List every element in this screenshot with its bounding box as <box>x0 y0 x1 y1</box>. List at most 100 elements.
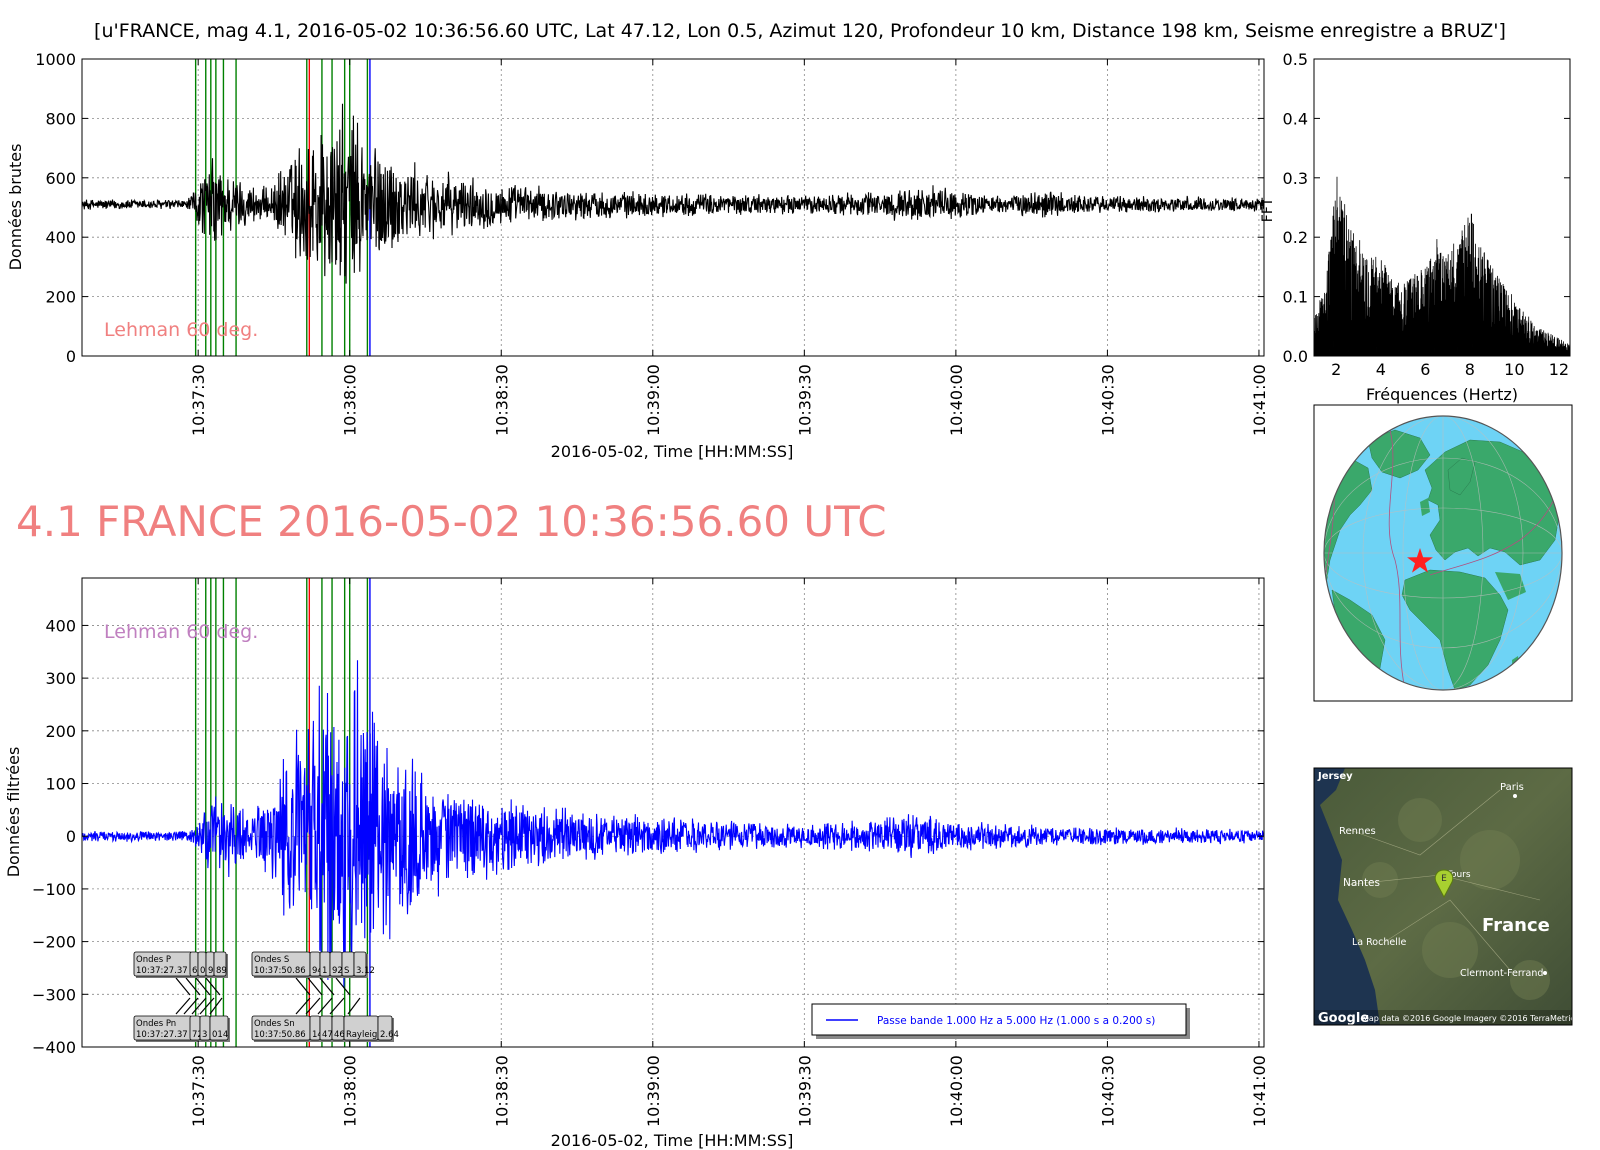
phase-box-sn-stub-text: 46 <box>334 1030 345 1040</box>
y-tick-label: 800 <box>45 109 76 128</box>
phase-box-s-stub-text: 3.12 <box>356 966 375 976</box>
phase-box-sn-stub-text: Rayleigh <box>346 1030 383 1040</box>
phase-box-pn-stub-text: 72 <box>192 1030 203 1040</box>
globe-panel <box>1313 404 1573 702</box>
x-tick-label: 10:41:00 <box>1250 1055 1269 1127</box>
phase-box-s-text: 10:37:50.86 <box>254 966 306 976</box>
spectrum-x-ticks: 2 4 6 8 10 12 <box>1331 350 1569 379</box>
filtered-y-ticks: −400 −300 −200 −100 0 100 200 300 400 <box>32 616 1264 1057</box>
phase-box-p-stub-text: 0 <box>200 966 205 976</box>
map-frame <box>1313 767 1573 1026</box>
phase-box-pn-stub-text: 014 <box>212 1030 228 1040</box>
google-logo: Google <box>1318 1011 1369 1026</box>
y-tick-label: 0.5 <box>1283 50 1308 69</box>
legend-box <box>811 1003 1187 1036</box>
x-tick-label: 10:37:30 <box>189 364 208 436</box>
y-tick-label: 600 <box>45 169 76 188</box>
phase-box-p-text: 10:37:27.37 <box>136 966 188 976</box>
y-tick-label: −200 <box>32 933 76 952</box>
y-tick-label: 0 <box>66 347 76 366</box>
land-british-isles <box>1420 498 1430 516</box>
x-tick-label: 10:39:30 <box>795 1055 814 1127</box>
phase-arrow <box>295 977 311 996</box>
map-label-nantes: Nantes <box>1343 877 1380 889</box>
x-tick-label: 10:38:00 <box>341 364 360 436</box>
spectrum-chart: 0.0 0.1 0.2 0.3 0.4 0.5 2 4 6 8 10 12 Fréquences (… <box>1260 50 1571 404</box>
y-tick-label: 1000 <box>35 50 76 69</box>
event-title: 4.1 FRANCE 2016-05-02 10:36:56.60 UTC <box>16 497 887 546</box>
header-title: [u'FRANCE, mag 4.1, 2016-05-02 10:36:56.… <box>94 20 1506 42</box>
x-tick-label: 10:38:00 <box>341 1055 360 1127</box>
phase-arrow <box>175 997 191 1015</box>
phase-arrow <box>319 977 335 996</box>
y-tick-label: −100 <box>32 880 76 899</box>
globe-graticule <box>1324 416 1562 690</box>
phase-arrow <box>185 977 201 996</box>
x-tick-label: 8 <box>1465 360 1475 379</box>
y-tick-label: 0.3 <box>1283 169 1308 188</box>
x-tick-label: 10:39:30 <box>795 364 814 436</box>
raw-lehman-annotation: Lehman 60 deg. <box>104 319 258 341</box>
y-tick-label: 200 <box>45 288 76 307</box>
x-tick-label: 4 <box>1376 360 1386 379</box>
phase-arrow <box>191 997 207 1015</box>
phase-arrows <box>175 977 361 1015</box>
filtered-legend[interactable]: Passe bande 1.000 Hz a 5.000 Hz (1.000 s… <box>811 1003 1190 1039</box>
phase-box-s-text: Ondes S <box>254 955 289 965</box>
x-tick-label: 10:39:00 <box>644 1055 663 1127</box>
x-tick-label: 12 <box>1549 360 1569 379</box>
x-tick-label: 10 <box>1504 360 1524 379</box>
map-pin-icon[interactable]: E <box>1434 869 1454 899</box>
land-greenland <box>1367 429 1431 479</box>
spectrum-trace <box>1313 176 1571 357</box>
y-tick-label: 0.4 <box>1283 109 1308 128</box>
x-tick-label: 10:40:00 <box>947 1055 966 1127</box>
phase-arrow <box>295 997 311 1015</box>
y-tick-label: −400 <box>32 1038 76 1057</box>
phase-box-s-stub-text: 1 <box>322 966 327 976</box>
land-scandinavia <box>1447 457 1476 496</box>
phase-box-s-stub-text: 94 <box>312 966 323 976</box>
phase-arrow <box>183 997 199 1015</box>
y-tick-label: 0.2 <box>1283 228 1308 247</box>
map-pin-label: E <box>1441 874 1447 884</box>
map-panel[interactable]: Jersey Paris Rennes Nantes Tours France … <box>1313 767 1579 1026</box>
phase-box-pn-stub <box>209 1015 229 1041</box>
phase-box-s-stub <box>353 951 367 977</box>
map-label-clermont-ferrand: Clermont-Ferrand <box>1460 968 1543 979</box>
phase-arrow <box>307 977 323 996</box>
phase-arrow <box>317 997 333 1015</box>
map-terrain-texture <box>1362 798 1550 1000</box>
phase-arrow <box>335 977 351 996</box>
map-attribution: Map data ©2016 Google Imagery ©2016 Terr… <box>1362 1014 1579 1023</box>
map-label-la-rochelle: La Rochelle <box>1352 937 1406 948</box>
phase-box-sn-stub-text: 47 <box>322 1030 333 1040</box>
filtered-plot-border <box>81 577 1265 1048</box>
raw-x-axis-label: 2016-05-02, Time [HH:MM:SS] <box>551 442 794 461</box>
map-label-rennes: Rennes <box>1339 826 1376 837</box>
phase-box-sn-text: 10:37:50.86 <box>254 1030 306 1040</box>
phase-box-p-stub-text: 9 <box>208 966 213 976</box>
phase-box-s-stub-text: 92 <box>332 966 343 976</box>
filtered-x-axis-label: 2016-05-02, Time [HH:MM:SS] <box>551 1131 794 1150</box>
x-tick-label: 10:38:30 <box>492 1055 511 1127</box>
y-tick-label: 0.0 <box>1283 347 1308 366</box>
phase-arrow <box>195 977 211 996</box>
spectrum-x-axis-label: Fréquences (Hertz) <box>1366 385 1518 404</box>
filtered-data-chart: Lehman 60 deg. <box>4 577 1269 1150</box>
phase-arrow <box>175 977 191 996</box>
phase-box-s-stub-text: S <box>344 966 349 976</box>
phase-arrow <box>347 997 361 1015</box>
spectrum-plot-border <box>1313 58 1571 357</box>
raw-y-ticks: 0 200 400 600 800 1000 <box>35 50 1264 366</box>
phase-box-sn-text: Ondes Sn <box>254 1019 295 1029</box>
spectrum-y-ticks: 0.0 0.1 0.2 0.3 0.4 0.5 <box>1283 50 1570 366</box>
y-tick-label: 100 <box>45 775 76 794</box>
y-tick-label: 200 <box>45 722 76 741</box>
map-sea <box>1314 768 1380 1025</box>
map-label-jersey: Jersey <box>1317 771 1353 782</box>
land-arabia <box>1495 572 1526 600</box>
